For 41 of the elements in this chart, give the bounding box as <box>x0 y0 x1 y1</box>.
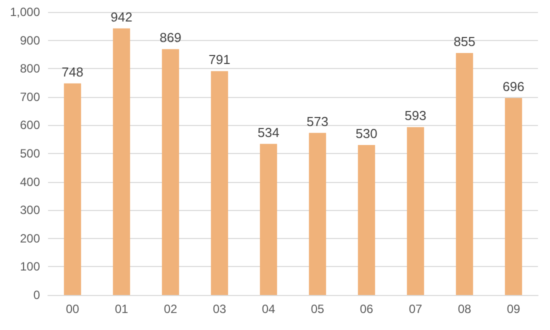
x-tick-label: 00 <box>66 302 80 316</box>
y-tick-label: 900 <box>20 33 40 48</box>
y-tick-label: 100 <box>20 260 40 274</box>
x-tick-label: 09 <box>506 302 520 316</box>
data-label: 573 <box>306 114 328 129</box>
x-tick-label: 01 <box>114 302 128 316</box>
y-tick-label: 400 <box>20 174 40 189</box>
y-tick-label: 800 <box>20 62 40 76</box>
y-tick-label: 300 <box>20 203 40 218</box>
bar <box>504 98 522 295</box>
bar <box>162 49 180 295</box>
data-label: 748 <box>62 64 84 80</box>
bar <box>358 145 376 295</box>
bar <box>456 53 474 295</box>
bar <box>308 132 326 295</box>
data-label: 530 <box>356 126 378 142</box>
y-tick-label: 600 <box>20 118 40 132</box>
y-tick-label: 1,000 <box>10 5 40 19</box>
data-label: 942 <box>110 9 132 24</box>
data-label: 855 <box>454 34 476 50</box>
y-tick-label: 200 <box>20 231 40 246</box>
data-label: 791 <box>208 52 230 68</box>
bar <box>260 144 278 295</box>
bar <box>64 83 82 295</box>
x-tick-label: 05 <box>310 302 324 316</box>
y-tick-label: 500 <box>20 146 40 160</box>
bar <box>406 127 424 295</box>
x-tick-label: 03 <box>212 302 226 316</box>
bar <box>210 71 228 295</box>
y-tick-label: 0 <box>33 288 40 302</box>
y-tick-label: 700 <box>20 90 40 104</box>
x-tick-label: 04 <box>262 302 276 316</box>
bar <box>112 28 130 295</box>
data-label: 696 <box>502 79 524 94</box>
x-tick-label: 06 <box>360 302 374 316</box>
data-label: 593 <box>404 108 426 124</box>
data-label: 869 <box>160 30 182 46</box>
data-label: 534 <box>258 124 280 140</box>
x-tick-label: 07 <box>408 302 422 316</box>
x-tick-label: 08 <box>458 302 472 316</box>
x-tick-label: 02 <box>164 302 178 316</box>
